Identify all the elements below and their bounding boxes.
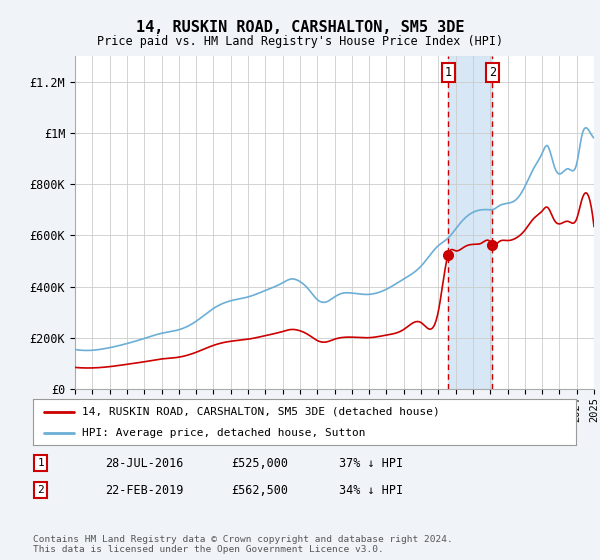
Text: 1: 1 bbox=[37, 458, 44, 468]
Text: 14, RUSKIN ROAD, CARSHALTON, SM5 3DE (detached house): 14, RUSKIN ROAD, CARSHALTON, SM5 3DE (de… bbox=[82, 407, 440, 417]
Text: 37% ↓ HPI: 37% ↓ HPI bbox=[339, 456, 403, 470]
Text: 22-FEB-2019: 22-FEB-2019 bbox=[105, 483, 184, 497]
Text: 2: 2 bbox=[37, 485, 44, 495]
Text: HPI: Average price, detached house, Sutton: HPI: Average price, detached house, Sutt… bbox=[82, 428, 365, 438]
Text: 2: 2 bbox=[489, 66, 496, 79]
Text: £525,000: £525,000 bbox=[231, 456, 288, 470]
Text: Contains HM Land Registry data © Crown copyright and database right 2024.
This d: Contains HM Land Registry data © Crown c… bbox=[33, 535, 453, 554]
Text: Price paid vs. HM Land Registry's House Price Index (HPI): Price paid vs. HM Land Registry's House … bbox=[97, 35, 503, 48]
Text: 14, RUSKIN ROAD, CARSHALTON, SM5 3DE: 14, RUSKIN ROAD, CARSHALTON, SM5 3DE bbox=[136, 20, 464, 35]
Text: 34% ↓ HPI: 34% ↓ HPI bbox=[339, 483, 403, 497]
Text: £562,500: £562,500 bbox=[231, 483, 288, 497]
Text: 28-JUL-2016: 28-JUL-2016 bbox=[105, 456, 184, 470]
Text: 1: 1 bbox=[445, 66, 452, 79]
Bar bbox=[448, 56, 493, 389]
